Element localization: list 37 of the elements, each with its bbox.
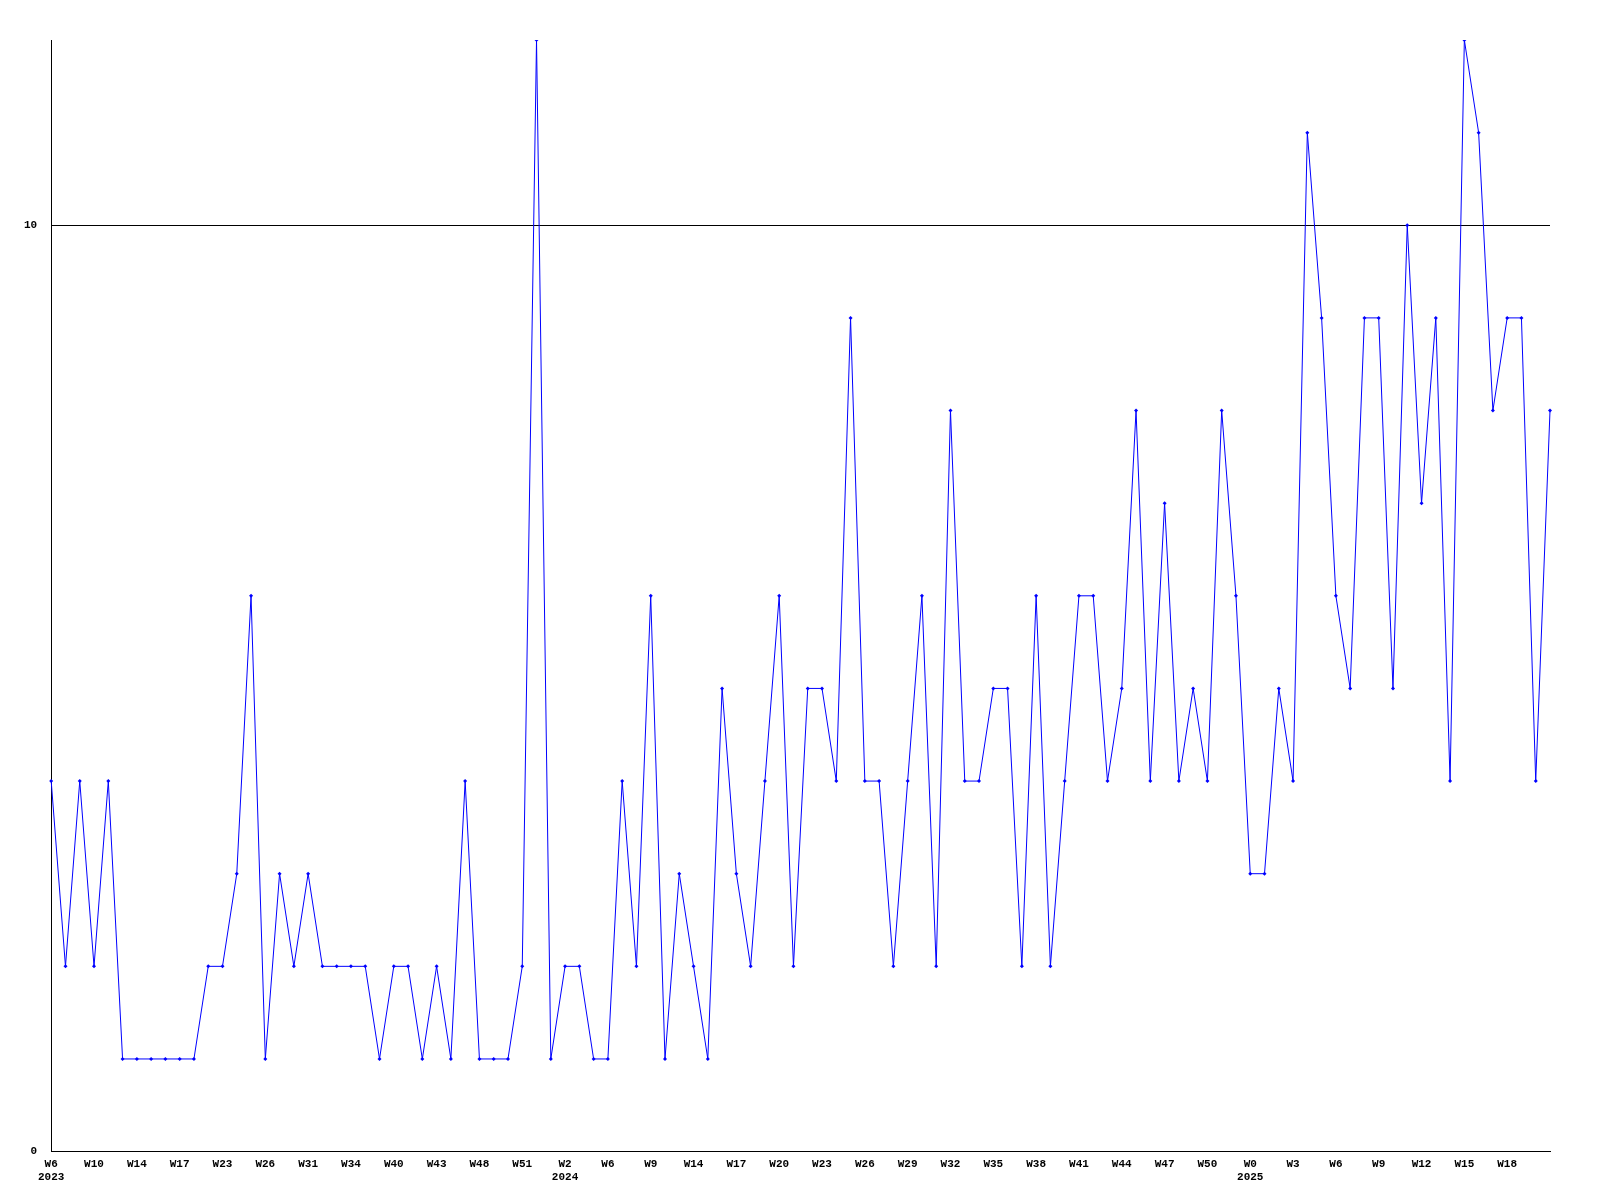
x-tick-label: W35	[983, 1157, 1004, 1170]
x-tick-label: W48	[469, 1157, 490, 1170]
x-tick-label: W17	[169, 1157, 190, 1170]
x-tick-label: W9	[644, 1157, 658, 1170]
y-tick-label: 10	[24, 219, 38, 232]
x-tick-label: W47	[1154, 1157, 1175, 1170]
x-tick-label: W44	[1111, 1157, 1133, 1170]
x-tick-label: W31	[298, 1157, 319, 1170]
x-tick-label: W6 2023	[38, 1157, 65, 1184]
x-tick-label: W23	[812, 1157, 833, 1170]
x-tick-label: W10	[84, 1157, 104, 1170]
x-tick-label: W43	[426, 1157, 447, 1170]
x-tick-label: W26	[255, 1157, 276, 1170]
x-tick-label: W29	[897, 1157, 918, 1170]
x-tick-label: W41	[1069, 1157, 1090, 1170]
x-tick-label: W15	[1454, 1157, 1475, 1170]
x-tick-label: W2 2024	[551, 1157, 579, 1184]
x-tick-label: W51	[512, 1157, 533, 1170]
x-tick-label: W38	[1026, 1157, 1047, 1170]
x-tick-label: W23	[212, 1157, 233, 1170]
x-tick-label: W32	[940, 1157, 961, 1170]
x-tick-label: W17	[726, 1157, 747, 1170]
x-tick-label: W50	[1197, 1157, 1218, 1170]
x-tick-label: W20	[769, 1157, 790, 1170]
x-tick-label: W34	[341, 1157, 362, 1170]
x-tick-label: W0 2025	[1237, 1157, 1264, 1184]
x-tick-label: W26	[854, 1157, 875, 1170]
x-tick-label: W14	[126, 1157, 148, 1170]
x-tick-label: W40	[383, 1157, 404, 1170]
x-tick-label: W6	[601, 1157, 615, 1170]
x-tick-label: W18	[1497, 1157, 1518, 1170]
x-tick-label: W3	[1286, 1157, 1301, 1170]
x-tick-label: W12	[1411, 1157, 1432, 1170]
x-tick-label: W6	[1329, 1157, 1343, 1170]
y-tick-label: 0	[30, 1145, 38, 1158]
x-tick-label: W9	[1372, 1157, 1386, 1170]
x-tick-label: W14	[683, 1157, 704, 1170]
